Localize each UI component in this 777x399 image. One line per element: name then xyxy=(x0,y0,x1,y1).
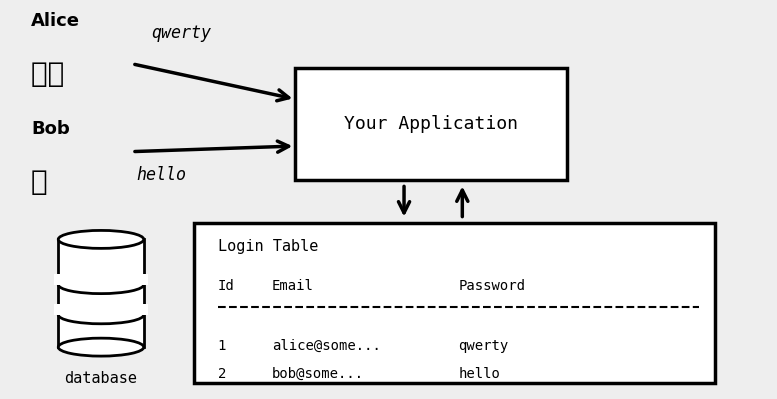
Text: 2: 2 xyxy=(218,367,226,381)
Bar xyxy=(54,304,148,315)
Text: Id: Id xyxy=(218,279,235,293)
Text: Password: Password xyxy=(458,279,525,293)
Bar xyxy=(295,68,567,180)
Text: Login Table: Login Table xyxy=(218,239,318,255)
Ellipse shape xyxy=(58,231,144,248)
Text: hello: hello xyxy=(458,367,500,381)
Ellipse shape xyxy=(58,338,144,356)
Bar xyxy=(194,223,715,383)
Text: bob@some...: bob@some... xyxy=(272,367,364,381)
Text: hello: hello xyxy=(136,166,186,184)
Bar xyxy=(54,274,148,284)
Text: Your Application: Your Application xyxy=(344,115,518,133)
Text: alice@some...: alice@some... xyxy=(272,339,381,353)
Text: 🧑‍🦰: 🧑‍🦰 xyxy=(31,60,64,88)
Text: database: database xyxy=(64,371,138,386)
Text: 1: 1 xyxy=(218,339,226,353)
Text: Email: Email xyxy=(272,279,314,293)
Text: 🧔: 🧔 xyxy=(31,168,47,196)
Text: Bob: Bob xyxy=(31,120,70,138)
Bar xyxy=(58,239,144,347)
Text: qwerty: qwerty xyxy=(152,24,211,42)
Text: Alice: Alice xyxy=(31,12,80,30)
Text: qwerty: qwerty xyxy=(458,339,509,353)
